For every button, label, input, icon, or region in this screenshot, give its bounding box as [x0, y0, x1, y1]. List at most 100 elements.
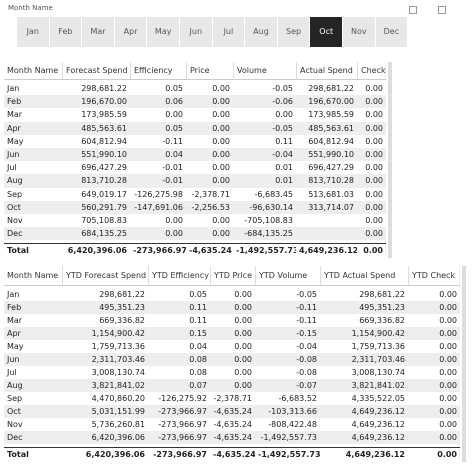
- table-row: [4, 418, 460, 431]
- slicer-button[interactable]: Oct: [310, 17, 342, 47]
- table-cell: 0.00: [275, 110, 293, 120]
- table-cell: 0.00: [212, 176, 230, 186]
- slicer-button[interactable]: Aug: [245, 17, 277, 47]
- table-cell: 0.00: [234, 368, 252, 377]
- table-cell: 298,681.22: [99, 290, 145, 299]
- table-cell: 0.00: [365, 189, 383, 199]
- table-cell: 684,135.25: [81, 229, 127, 239]
- scrollbar: [462, 266, 466, 462]
- table-cell: 0.00: [234, 342, 252, 351]
- table-cell: 0.04: [165, 150, 183, 159]
- table-cell: 0.00: [234, 316, 252, 325]
- slicer-button[interactable]: Dec: [375, 17, 408, 47]
- slicer-button[interactable]: Sep: [277, 17, 310, 47]
- table-cell: Nov: [7, 420, 23, 429]
- column-header[interactable]: Actual Spend: [296, 62, 357, 80]
- column-header[interactable]: Check: [357, 62, 386, 80]
- table-cell: 0.00: [365, 110, 383, 120]
- table-cell: 0.00: [212, 84, 230, 93]
- total-cell: 6,420,396.06: [67, 246, 127, 256]
- total-cell: 6,420,396.06: [85, 450, 145, 459]
- table-cell: -0.04: [296, 342, 317, 351]
- column-header[interactable]: YTD Forecast Spend: [62, 266, 148, 286]
- total-cell: Total: [7, 450, 29, 459]
- table-row: [4, 327, 460, 340]
- column-header[interactable]: YTD Efficiency: [148, 266, 210, 286]
- column-header[interactable]: YTD Check: [408, 266, 460, 286]
- total-rule: [4, 243, 386, 245]
- table-cell: Apr: [7, 329, 21, 338]
- slicer-button[interactable]: May: [147, 17, 179, 47]
- table-cell: 0.00: [365, 229, 383, 239]
- table-cell: Mar: [7, 110, 23, 120]
- table-cell: Jun: [7, 355, 20, 364]
- column-header[interactable]: Volume: [233, 62, 296, 80]
- table-row: [4, 121, 386, 135]
- table-cell: 0.00: [234, 329, 252, 338]
- table-cell: 196,670.00: [81, 97, 127, 107]
- table-cell: 0.00: [439, 368, 457, 377]
- table-cell: 813,710.28: [81, 176, 127, 186]
- table-cell: -147,691.06: [134, 202, 183, 212]
- table-cell: Apr: [7, 123, 21, 133]
- table-cell: 3,821,841.02: [351, 381, 405, 390]
- table-cell: 513,681.03: [308, 189, 354, 199]
- table-cell: 0.07: [189, 381, 207, 390]
- table-cell: 2,311,703.46: [351, 355, 405, 364]
- table-cell: 0.00: [439, 329, 457, 338]
- column-header[interactable]: Price: [186, 62, 233, 80]
- table-cell: 0.00: [365, 163, 383, 173]
- table-cell: -808,422.48: [268, 420, 317, 429]
- table-cell: Jan: [7, 84, 20, 93]
- table-cell: Aug: [7, 381, 23, 390]
- table-cell: Aug: [7, 176, 23, 186]
- table-cell: 485,563.61: [81, 123, 127, 133]
- table-cell: 4,335,522.05: [351, 394, 405, 403]
- table-row: [4, 353, 460, 366]
- table-cell: 196,670.00: [308, 97, 354, 107]
- table-cell: 0.00: [212, 110, 230, 120]
- slicer-button[interactable]: Apr: [114, 17, 147, 47]
- total-cell: -4,635.24: [213, 450, 255, 459]
- total-cell: -1,492,557.73: [258, 450, 320, 459]
- table-cell: 705,108.83: [81, 216, 127, 225]
- column-header[interactable]: Efficiency: [130, 62, 186, 80]
- table-cell: 0.00: [365, 136, 383, 146]
- table-cell: 3,821,841.02: [91, 381, 145, 390]
- table-cell: 0.00: [234, 303, 252, 312]
- column-header[interactable]: Forecast Spend: [62, 62, 130, 80]
- slicer-button[interactable]: Jan: [17, 17, 49, 47]
- slicer-button[interactable]: Nov: [343, 17, 375, 47]
- table-cell: -0.05: [296, 290, 317, 299]
- table-cell: Jul: [7, 163, 17, 173]
- clear-icon[interactable]: [409, 6, 417, 14]
- table-cell: 173,985.59: [81, 110, 127, 120]
- table-cell: 0.05: [165, 123, 183, 133]
- table-cell: 1,759,713.36: [351, 342, 405, 351]
- total-cell: 0.00: [437, 450, 457, 459]
- total-cell: 4,649,236.12: [345, 450, 405, 459]
- slicer-button[interactable]: Jul: [212, 17, 245, 47]
- column-header[interactable]: YTD Actual Spend: [320, 266, 408, 286]
- column-header[interactable]: YTD Volume: [255, 266, 320, 286]
- column-header[interactable]: Month Name: [4, 62, 62, 80]
- table-cell: 0.00: [234, 381, 252, 390]
- table-cell: Mar: [7, 316, 23, 325]
- table-cell: 0.00: [365, 123, 383, 133]
- table-cell: -1,492,557.73: [260, 433, 317, 442]
- table-cell: Sep: [7, 189, 23, 199]
- table-cell: 3,008,130.74: [91, 368, 145, 377]
- table-row: [4, 288, 460, 301]
- table-cell: -0.11: [296, 303, 317, 312]
- slicer-button[interactable]: Jun: [180, 17, 212, 47]
- slicer-button[interactable]: Mar: [82, 17, 114, 47]
- table-cell: 4,470,860.20: [91, 394, 145, 403]
- column-header[interactable]: YTD Price: [210, 266, 255, 286]
- table-cell: -0.15: [296, 329, 317, 338]
- more-icon[interactable]: [438, 6, 446, 14]
- table-cell: 560,291.79: [81, 202, 127, 212]
- slicer-button[interactable]: Feb: [49, 17, 82, 47]
- column-header[interactable]: Month Name: [4, 266, 62, 286]
- table-cell: Nov: [7, 216, 23, 225]
- table-cell: -0.05: [272, 123, 293, 133]
